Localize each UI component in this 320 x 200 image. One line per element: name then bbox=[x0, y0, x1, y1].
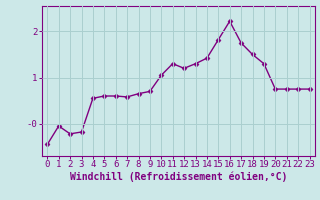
X-axis label: Windchill (Refroidissement éolien,°C): Windchill (Refroidissement éolien,°C) bbox=[70, 172, 287, 182]
